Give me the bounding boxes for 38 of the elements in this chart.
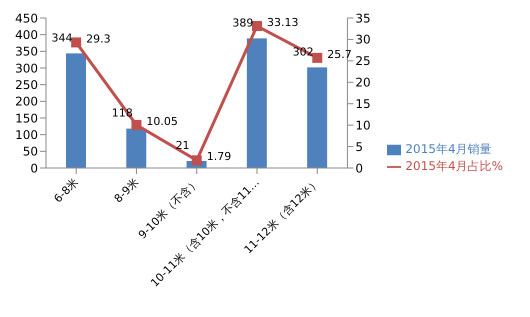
y-tick-label: 250 [15,78,38,92]
y-tick-label: 0 [30,161,38,176]
y2-tick-label: 0 [355,161,364,176]
legend-label: 2015年4月销量 [405,142,492,156]
y2-tick-label: 35 [355,11,371,26]
point [252,21,262,32]
point [131,120,142,130]
data-label: 33.13 [266,16,298,29]
y-tick-label: 200 [15,94,38,109]
bar [126,128,146,168]
y2-tick-label: 30 [355,32,371,47]
point [192,155,202,166]
data-label: 25.7 [327,48,352,61]
y-tick-label: 300 [15,61,38,76]
legend-label: 2015年4月占比% [405,159,503,173]
bar [246,38,267,168]
y-tick-label: 350 [15,44,38,59]
y2-tick-label: 15 [355,96,371,111]
x-tick-label: 8-9米 [112,176,142,206]
bar [66,53,86,168]
point [312,52,322,63]
y2-tick-label: 5 [355,140,364,154]
data-label: 29.3 [86,32,111,46]
point [71,37,82,48]
y-tick-label: 100 [15,128,38,142]
data-label: 21 [176,139,190,152]
x-tick-label: 6-8米 [51,176,82,206]
y2-tick-label: 10 [355,118,371,132]
y-tick-label: 50 [22,144,38,159]
y-tick-label: 400 [15,28,38,42]
y2-tick-label: 20 [355,76,371,90]
data-label: 1.79 [206,150,232,164]
bar [307,67,328,168]
data-label: 10.05 [146,114,178,128]
y-tick-label: 150 [15,111,38,126]
y-tick-label: 450 [15,11,38,26]
data-label: 344 [52,31,72,44]
y2-tick-label: 25 [355,54,371,68]
